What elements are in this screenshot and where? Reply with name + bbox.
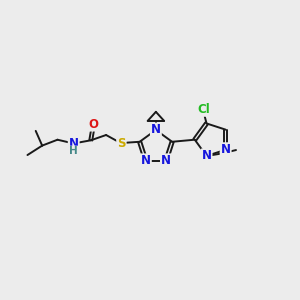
Text: Cl: Cl [198,103,211,116]
Text: N: N [141,154,151,167]
Text: N: N [151,124,161,136]
Text: N: N [161,154,171,167]
Text: O: O [88,118,98,130]
Text: N: N [69,137,79,150]
Text: S: S [117,137,126,150]
Text: N: N [220,143,231,156]
Text: H: H [69,146,78,157]
Text: N: N [202,149,212,162]
